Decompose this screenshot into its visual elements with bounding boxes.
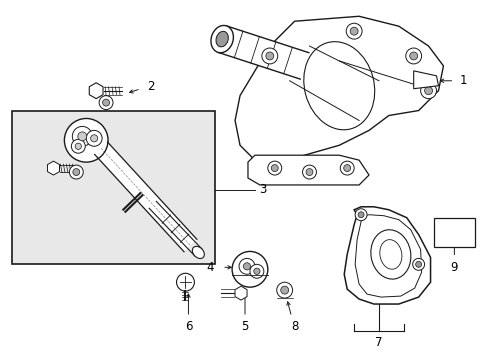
Text: 4: 4	[206, 261, 214, 274]
Text: 8: 8	[290, 320, 298, 333]
Polygon shape	[218, 26, 308, 79]
Text: 2: 2	[147, 80, 154, 93]
Bar	[12, 111, 215, 264]
Polygon shape	[247, 155, 368, 185]
Text: 9: 9	[450, 261, 457, 274]
Circle shape	[405, 48, 421, 64]
Circle shape	[412, 258, 424, 270]
Ellipse shape	[192, 246, 204, 258]
Bar	[433, 218, 474, 247]
Circle shape	[340, 161, 353, 175]
Circle shape	[73, 168, 80, 176]
Circle shape	[271, 165, 278, 172]
Ellipse shape	[210, 26, 233, 53]
Text: 5: 5	[241, 320, 248, 333]
Text: 1: 1	[459, 74, 466, 87]
Circle shape	[232, 251, 267, 287]
Circle shape	[346, 23, 361, 39]
Circle shape	[265, 52, 273, 60]
Circle shape	[243, 263, 250, 270]
Circle shape	[253, 268, 260, 274]
Circle shape	[343, 165, 350, 172]
Ellipse shape	[370, 230, 410, 279]
Circle shape	[72, 126, 92, 146]
Circle shape	[302, 165, 316, 179]
Circle shape	[267, 161, 281, 175]
Text: 3: 3	[259, 184, 266, 197]
Circle shape	[102, 99, 109, 106]
Text: 6: 6	[184, 320, 192, 333]
Polygon shape	[344, 207, 429, 304]
Circle shape	[415, 261, 421, 267]
Circle shape	[78, 132, 86, 141]
Circle shape	[424, 87, 432, 95]
Circle shape	[357, 212, 364, 218]
Ellipse shape	[379, 240, 401, 269]
Text: 7: 7	[374, 336, 382, 349]
Circle shape	[71, 139, 85, 153]
Circle shape	[69, 165, 83, 179]
Circle shape	[276, 282, 292, 298]
Circle shape	[262, 48, 277, 64]
Circle shape	[420, 83, 436, 99]
Polygon shape	[95, 142, 197, 252]
Circle shape	[349, 27, 357, 35]
Circle shape	[86, 130, 102, 146]
Circle shape	[280, 286, 288, 294]
Circle shape	[64, 118, 108, 162]
Circle shape	[354, 209, 366, 221]
Circle shape	[239, 258, 254, 274]
Circle shape	[176, 273, 194, 291]
Circle shape	[249, 264, 264, 278]
Ellipse shape	[216, 31, 228, 47]
Polygon shape	[235, 16, 443, 165]
Polygon shape	[89, 83, 103, 99]
Circle shape	[409, 52, 417, 60]
Polygon shape	[413, 71, 438, 89]
Circle shape	[99, 96, 113, 109]
Circle shape	[75, 143, 81, 149]
Circle shape	[305, 168, 312, 176]
Polygon shape	[47, 161, 60, 175]
Circle shape	[90, 135, 98, 142]
Polygon shape	[235, 286, 246, 300]
